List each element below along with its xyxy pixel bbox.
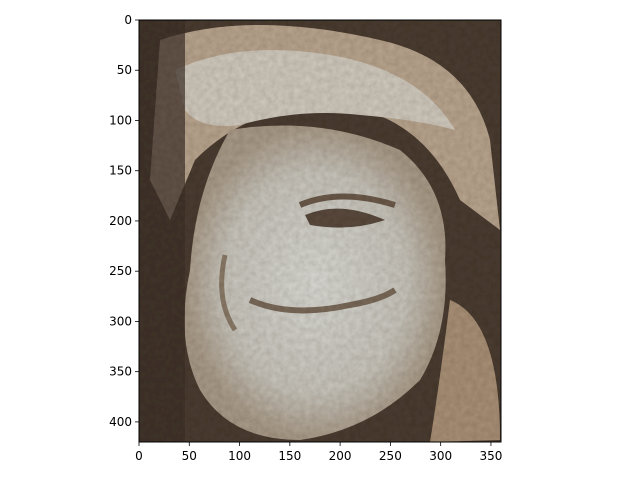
y-tick-label: 0 xyxy=(124,13,132,27)
x-tick-label: 150 xyxy=(278,449,301,463)
x-tick-label: 250 xyxy=(379,449,402,463)
x-tick-label: 100 xyxy=(228,449,251,463)
y-tick-label: 350 xyxy=(109,365,132,379)
plot-area xyxy=(139,20,501,442)
x-axis: 0 50 100 150 200 250 300 350 xyxy=(135,442,502,463)
y-tick-label: 50 xyxy=(117,63,132,77)
y-axis: 0 50 100 150 200 250 300 350 400 xyxy=(109,13,139,429)
y-tick-label: 300 xyxy=(109,314,132,328)
y-tick-label: 100 xyxy=(109,113,132,127)
y-tick-label: 150 xyxy=(109,164,132,178)
x-tick-label: 50 xyxy=(182,449,197,463)
mosaic-image xyxy=(139,20,501,442)
axes-frame xyxy=(138,19,502,443)
x-tick-label: 200 xyxy=(329,449,352,463)
x-tick-label: 0 xyxy=(135,449,143,463)
x-tick-label: 300 xyxy=(429,449,452,463)
y-tick-label: 250 xyxy=(109,264,132,278)
x-tick-label: 350 xyxy=(479,449,502,463)
y-tick-label: 400 xyxy=(109,415,132,429)
y-tick-label: 200 xyxy=(109,214,132,228)
